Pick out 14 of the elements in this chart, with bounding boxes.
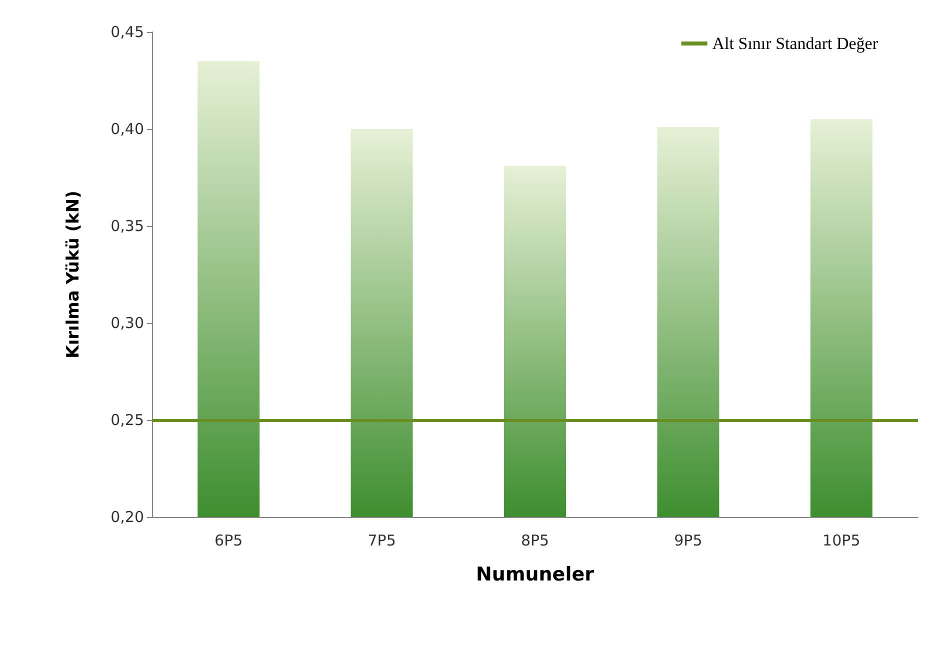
x-tick-label: 9P5 <box>674 532 702 550</box>
y-tick-label: 0,30 <box>110 314 144 332</box>
y-tick-label: 0,35 <box>110 217 144 235</box>
x-tick-label: 7P5 <box>368 532 396 550</box>
x-tick-label: 8P5 <box>520 532 550 550</box>
x-axis-title: Numuneler <box>476 564 595 586</box>
y-tick-label: 0,25 <box>110 411 144 429</box>
x-tick-label: 10P5 <box>822 532 860 550</box>
y-axis-title: Kırılma Yükü (kN) <box>64 190 84 358</box>
y-tick-label: 0,45 <box>110 23 144 41</box>
legend-label: Alt Sınır Standart Değer <box>712 34 878 53</box>
y-tick-label: 0,40 <box>110 120 144 138</box>
y-tick-label: 0,20 <box>110 508 144 526</box>
x-tick-label: 6P5 <box>214 532 243 550</box>
